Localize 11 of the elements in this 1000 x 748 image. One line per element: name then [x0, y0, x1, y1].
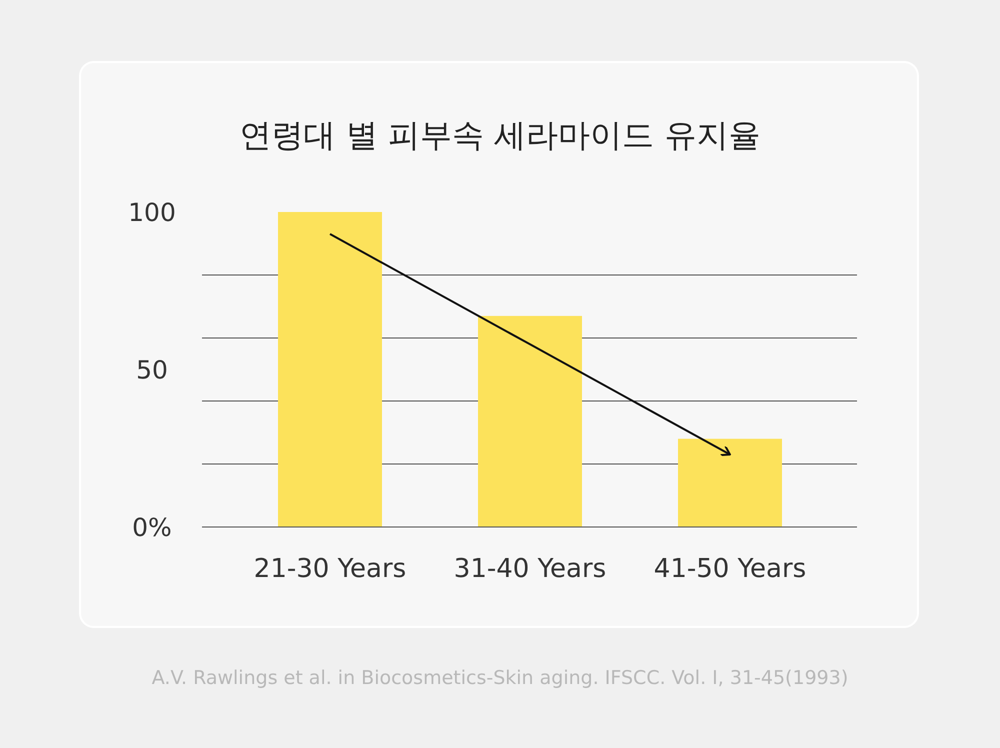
x-tick-label: 41-50 Years: [654, 554, 806, 584]
x-tick-label: 21-30 Years: [254, 554, 406, 584]
bar: [478, 316, 582, 527]
chart-title: 연령대 별 피부속 세라마이드 유지율: [240, 116, 760, 154]
text: A.V. Rawlings et al. in Biocosmetics-Skin aging. IFSCC. Vol. I, 31-45(1993): [152, 667, 848, 689]
y-tick-label: 50: [136, 356, 168, 384]
x-tick-label: 31-40 Years: [454, 554, 606, 584]
y-tick-label: 100: [128, 198, 176, 227]
bar: [278, 212, 382, 527]
bar: [678, 438, 782, 527]
y-tick-label: 0%: [132, 513, 172, 542]
